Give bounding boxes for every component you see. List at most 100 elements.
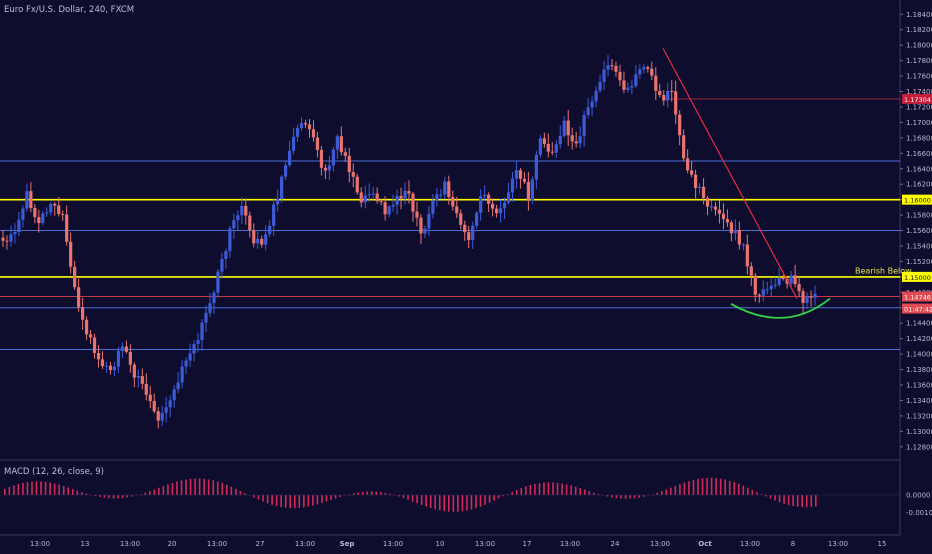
candle-body — [53, 203, 57, 206]
candle-body — [483, 194, 487, 197]
macd-bar — [312, 495, 314, 506]
macd-bar — [375, 491, 378, 495]
candle-body — [92, 337, 97, 354]
candle-body — [526, 181, 531, 201]
macd-bar — [22, 482, 24, 495]
macd-bar — [121, 495, 124, 499]
candle-body — [5, 240, 9, 242]
macd-bar — [389, 493, 391, 495]
time-axis[interactable]: 13:00 13 13:00 20 13:00 27 13:00 Sep 13:00 10 13:0… — [30, 540, 887, 548]
candle-body — [721, 213, 726, 220]
candle-body — [789, 275, 793, 284]
candle-body — [777, 278, 781, 285]
macd-bar — [728, 480, 731, 495]
macd-bar — [724, 479, 726, 495]
candle-body — [228, 228, 232, 251]
y-tick-label: 1.13200 — [906, 412, 932, 420]
candle-body — [654, 75, 658, 91]
y-tick-label: 1.17000 — [906, 119, 932, 127]
candle-body — [439, 194, 443, 196]
candle-body — [196, 340, 200, 344]
macd-bar — [742, 485, 745, 495]
price-axis[interactable]: 1.18400 1.18200 1.18000 1.17800 1.17600 1.174… — [900, 11, 932, 517]
macd-bar — [515, 489, 518, 495]
macd-bar — [470, 495, 473, 510]
macd-bar — [534, 483, 536, 495]
candle-body — [343, 152, 347, 156]
candle-body — [622, 80, 626, 90]
candle-body — [753, 275, 757, 295]
macd-bar — [448, 495, 450, 512]
candle-body — [455, 206, 459, 214]
macd-bar — [493, 495, 495, 501]
candle-body — [49, 203, 53, 213]
candle-body — [674, 91, 678, 115]
candle-body — [479, 196, 483, 213]
candle-body — [467, 232, 471, 241]
macd-bar — [366, 491, 369, 495]
y-tick-label: 1.17600 — [906, 73, 932, 81]
candle-body — [45, 212, 49, 214]
level-lines[interactable] — [0, 98, 900, 350]
candle-body — [705, 197, 710, 207]
price-labels: 1.17304 1.16000 1.15000 1.14746 01:47:42 — [902, 93, 932, 314]
candle-body — [84, 319, 89, 335]
macd-bar — [760, 494, 763, 495]
macd-bar — [62, 485, 65, 495]
macd-bar — [398, 495, 400, 497]
macd-bar — [35, 481, 38, 495]
macd-bar — [4, 488, 6, 495]
candle-body — [566, 120, 570, 136]
macd-bar — [370, 491, 373, 495]
macd-bar — [212, 480, 215, 495]
macd-bar — [148, 491, 151, 495]
macd-bar — [275, 495, 278, 507]
candle-body — [797, 283, 801, 292]
candle-body — [650, 68, 654, 76]
drawings[interactable]: Bearish Below — [662, 47, 912, 319]
macd-bar — [180, 480, 183, 495]
macd-bar — [44, 481, 47, 495]
candle-body — [112, 366, 117, 371]
macd-bar — [130, 495, 133, 497]
macd-bar — [588, 491, 591, 495]
candle-body — [630, 86, 634, 88]
candle-body — [41, 213, 45, 224]
y-tick-label: 1.16600 — [906, 150, 932, 158]
macd-bar — [139, 494, 142, 495]
macd-bar — [547, 482, 550, 495]
macd-bar — [361, 491, 364, 495]
candle-body — [331, 149, 335, 166]
candle-body — [315, 137, 320, 150]
candle-body — [598, 81, 602, 91]
candle-body — [769, 285, 773, 290]
macd-bar — [733, 482, 736, 495]
candle-body — [339, 136, 343, 153]
grid — [0, 0, 901, 536]
candle-body — [618, 71, 622, 81]
macd-bar — [670, 487, 672, 495]
macd-bar — [815, 495, 817, 507]
candle-body — [327, 165, 331, 171]
x-tick-label: 27 — [256, 540, 265, 548]
macd-bar — [76, 490, 79, 495]
macd-bar — [384, 492, 387, 495]
candle-body — [287, 150, 292, 166]
macd-bar — [257, 495, 260, 500]
macd-bar — [810, 495, 813, 507]
candle-body — [459, 213, 463, 225]
candle-body — [379, 201, 383, 203]
candle-body — [375, 193, 379, 202]
macd-bar — [407, 495, 409, 500]
trend-line — [662, 47, 798, 299]
macd-bar — [461, 495, 464, 512]
macd-bar — [226, 484, 228, 495]
label-countdown-bg — [902, 303, 932, 314]
macd-bar — [443, 495, 446, 512]
macd-bar — [583, 489, 586, 495]
x-tick-label: 15 — [878, 540, 887, 548]
candle-body — [367, 194, 371, 196]
